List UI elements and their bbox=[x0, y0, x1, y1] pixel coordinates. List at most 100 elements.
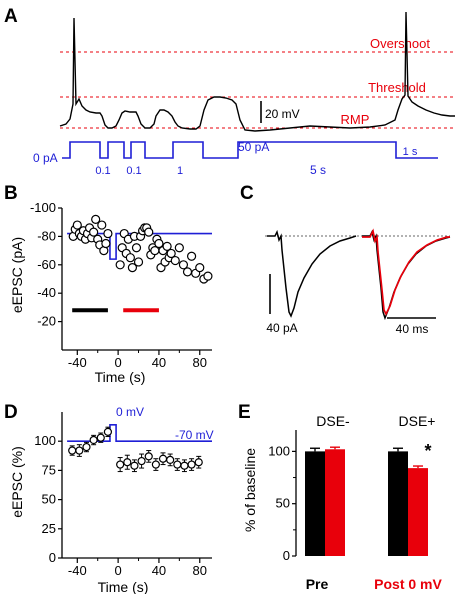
data-point bbox=[116, 460, 125, 469]
data-point bbox=[178, 260, 189, 270]
data-point bbox=[103, 228, 113, 239]
group-label: DSE- bbox=[316, 413, 350, 429]
data-point bbox=[125, 253, 135, 263]
y-axis-label: eEPSC (pA) bbox=[9, 237, 25, 313]
panel-c: C 40 pA 40 ms bbox=[240, 183, 451, 336]
y-tick-label: -100 bbox=[30, 200, 56, 215]
significance-marker: * bbox=[424, 441, 431, 461]
duration-label: 1 s bbox=[403, 146, 418, 158]
y-tick-label: -80 bbox=[37, 228, 56, 243]
data-point bbox=[72, 220, 82, 230]
data-point bbox=[131, 243, 142, 253]
pre-trace-overlay bbox=[362, 229, 451, 321]
axes: -20 -40 -60 -80 -100 -40 0 40 80 bbox=[30, 200, 212, 370]
data-point bbox=[103, 427, 113, 436]
rmp-label: RMP bbox=[341, 112, 370, 127]
y-tick-label: 50 bbox=[42, 492, 56, 507]
y-tick-label: 100 bbox=[34, 433, 56, 448]
y-tick-label: 75 bbox=[42, 462, 56, 477]
baseline-current-label: 0 pA bbox=[33, 151, 58, 165]
y-tick-label: 100 bbox=[268, 443, 290, 458]
data-point bbox=[195, 263, 205, 273]
y-tick-label: -20 bbox=[37, 314, 56, 329]
data-point bbox=[130, 461, 139, 470]
current-step-trace bbox=[62, 141, 438, 159]
panel-b: B -20 -40 -60 -80 -100 -40 0 40 80 Time (s) eEPS… bbox=[4, 183, 213, 385]
data-point bbox=[182, 267, 193, 277]
post-trace bbox=[362, 228, 450, 316]
data-point bbox=[203, 271, 213, 281]
data-point bbox=[89, 227, 99, 237]
panel-e-label: E bbox=[238, 402, 251, 423]
panel-d-label: D bbox=[4, 402, 18, 423]
group-label: DSE+ bbox=[399, 413, 436, 429]
data-point bbox=[89, 435, 98, 445]
overshoot-label: Overshoot bbox=[370, 36, 430, 51]
panel-c-label: C bbox=[240, 183, 254, 204]
data-point bbox=[187, 460, 196, 469]
scale-bar-amplitude-label: 40 pA bbox=[266, 321, 297, 335]
data-point bbox=[194, 458, 203, 467]
stimulus-holding-label: -70 mV bbox=[175, 428, 214, 442]
x-tick-label: 0 bbox=[115, 563, 122, 578]
data-point bbox=[174, 243, 184, 253]
data-point bbox=[133, 257, 144, 267]
panel-a: A Overshoot Threshold RMP 20 mV 0 pA 50 … bbox=[4, 6, 455, 177]
data-point bbox=[144, 227, 154, 237]
bar bbox=[388, 451, 408, 556]
bar bbox=[325, 449, 345, 556]
duration-label: 5 s bbox=[310, 163, 326, 177]
x-tick-label: 40 bbox=[152, 563, 166, 578]
scale-bar-voltage-label: 20 mV bbox=[265, 107, 300, 121]
y-tick-label: -60 bbox=[37, 257, 56, 272]
data-point bbox=[151, 460, 160, 469]
stimulus-peak-label: 0 mV bbox=[116, 405, 144, 419]
x-tick-label: 80 bbox=[193, 355, 207, 370]
data-point bbox=[162, 241, 172, 251]
data-point bbox=[180, 461, 189, 470]
data-point bbox=[127, 263, 138, 273]
data-point bbox=[96, 433, 105, 442]
data-point bbox=[166, 248, 176, 259]
duration-label: 0.1 bbox=[95, 165, 110, 177]
legend-pre: Pre bbox=[306, 576, 329, 592]
data-point bbox=[154, 238, 164, 249]
y-tick-label: -40 bbox=[37, 285, 56, 300]
data-point bbox=[68, 446, 77, 455]
bar bbox=[408, 468, 428, 556]
x-tick-label: -40 bbox=[68, 563, 87, 578]
data-point bbox=[115, 260, 125, 270]
axes: 100 75 50 25 0 -40 0 40 80 bbox=[34, 412, 212, 578]
data-point bbox=[158, 454, 168, 463]
data-point bbox=[166, 455, 175, 464]
x-axis-label: Time (s) bbox=[95, 369, 146, 385]
panel-a-label: A bbox=[4, 6, 18, 27]
duration-label: 1 bbox=[177, 165, 183, 177]
y-tick-label: 25 bbox=[42, 521, 56, 536]
y-tick-label: 50 bbox=[276, 496, 290, 511]
axes: 100 50 0 bbox=[268, 430, 297, 563]
panel-b-label: B bbox=[4, 183, 18, 204]
y-tick-label: 0 bbox=[49, 550, 56, 565]
pre-trace bbox=[267, 229, 357, 318]
step-current-label: 50 pA bbox=[238, 140, 269, 154]
marks bbox=[305, 446, 428, 556]
voltage-trace bbox=[59, 11, 455, 132]
panel-d: D 100 75 50 25 0 -40 0 40 80 0 mV -70 mV Time (s… bbox=[4, 402, 214, 594]
marks bbox=[67, 214, 213, 313]
duration-label: 0.1 bbox=[126, 165, 141, 177]
x-tick-label: 40 bbox=[152, 355, 166, 370]
marks bbox=[67, 424, 212, 473]
data-point bbox=[97, 220, 107, 230]
y-axis-label: % of baseline bbox=[242, 448, 258, 532]
data-point bbox=[137, 456, 146, 466]
data-point bbox=[170, 255, 180, 266]
panel-e: E 100 50 0 DSE- DSE+ Pre Post 0 mV % of ba… bbox=[238, 402, 443, 592]
data-point bbox=[173, 460, 182, 469]
x-tick-label: 80 bbox=[193, 563, 207, 578]
data-point bbox=[75, 446, 84, 455]
threshold-label: Threshold bbox=[368, 80, 426, 95]
y-axis-label: eEPSC (%) bbox=[9, 446, 25, 518]
data-point bbox=[101, 238, 111, 249]
